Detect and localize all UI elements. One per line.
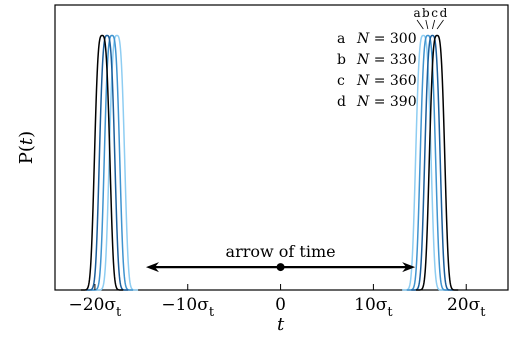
x-tick-label: 20σt: [447, 295, 486, 320]
curve-d-left: [80, 34, 124, 291]
x-tick-main: −20σ: [69, 295, 117, 315]
y-label-close: ): [16, 131, 37, 138]
x-ticks-group: −20σt −10σt 0 10σt 20σt: [69, 284, 486, 320]
legend-n-var: N: [356, 31, 370, 47]
y-axis-label: P(t): [16, 131, 37, 164]
x-tick-main: 20σ: [447, 295, 481, 315]
curve-a-left: [95, 34, 139, 291]
arrow-center-dot: [276, 263, 285, 272]
x-tick-label: 0: [275, 295, 286, 315]
arrow-of-time: arrow of time: [145, 242, 416, 273]
x-tick-label: −20σt: [69, 295, 122, 320]
legend-n-var: N: [356, 73, 370, 89]
peak-connector-b: [425, 19, 429, 30]
legend-entry-d: N = 390: [356, 94, 417, 110]
y-label-var: t: [16, 137, 37, 145]
arrow-head-right: [402, 262, 416, 273]
peak-label-c: c: [431, 6, 438, 20]
legend-value: = 390: [369, 94, 416, 110]
legend-n-var: N: [356, 94, 370, 110]
axis-labels-group: tP(t): [16, 131, 285, 335]
x-tick-sub: t: [209, 305, 215, 320]
peak-label-d: d: [440, 6, 448, 20]
peak-label-b: b: [422, 6, 430, 20]
arrow-head-left: [145, 262, 159, 273]
peak-connector-a: [416, 19, 424, 30]
curve-b-left: [90, 34, 134, 291]
legend-entry-c: N = 360: [356, 73, 417, 89]
x-tick-main: 0: [275, 295, 286, 315]
x-tick-label: 10σt: [354, 295, 393, 320]
y-label-open: P(: [16, 145, 37, 164]
x-tick-label: −10σt: [161, 295, 214, 320]
curve-b-right: [406, 34, 450, 291]
peak-connector-d: [436, 19, 444, 30]
legend-letter-c: c: [337, 73, 345, 89]
legend-letter-a: a: [337, 31, 345, 47]
curves-group: [80, 34, 459, 291]
peak-label-a: a: [413, 6, 420, 20]
x-tick-sub: t: [387, 305, 393, 320]
x-tick-main: −10σ: [161, 295, 209, 315]
curve-d-right: [415, 34, 459, 291]
curve-c-right: [411, 34, 454, 291]
legend-value: = 330: [369, 52, 416, 68]
legend-letter-b: b: [337, 52, 346, 68]
peak-connector-c: [432, 19, 436, 30]
x-tick-sub: t: [116, 305, 122, 320]
x-axis-label: t: [277, 314, 285, 335]
legend-entry-b: N = 330: [356, 52, 417, 68]
legend-value: = 300: [369, 31, 416, 47]
x-tick-main: 10σ: [354, 295, 388, 315]
legend-n-var: N: [356, 52, 370, 68]
x-tick-sub: t: [480, 305, 486, 320]
plot-frame: [54, 4, 509, 291]
curve-a-right: [402, 34, 445, 291]
legend-value: = 360: [369, 73, 416, 89]
legend-letter-d: d: [337, 94, 346, 110]
arrow-label: arrow of time: [226, 242, 336, 261]
legend-entry-a: N = 300: [356, 31, 417, 47]
curve-c-left: [85, 34, 129, 291]
